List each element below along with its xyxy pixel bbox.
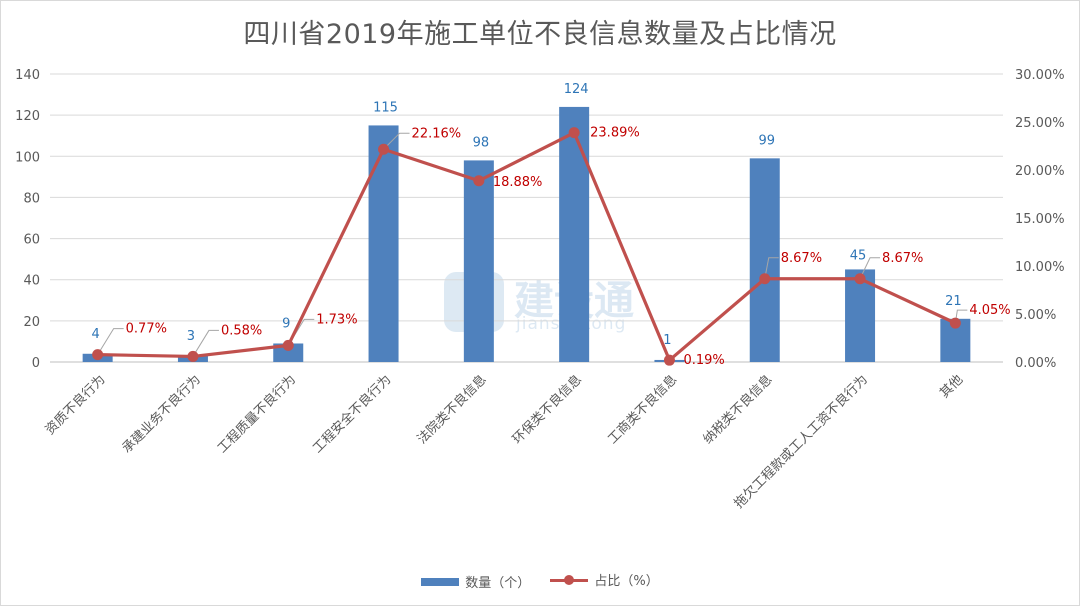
x-tick-label: 承建业务不良行为 bbox=[119, 372, 204, 457]
bar-value-label: 98 bbox=[473, 135, 490, 150]
ratio-value-label: 0.58% bbox=[221, 323, 262, 338]
bar-value-label: 115 bbox=[373, 100, 398, 115]
bar[interactable] bbox=[559, 106, 590, 363]
bar[interactable] bbox=[368, 125, 399, 362]
label-leader bbox=[97, 328, 124, 355]
ratio-point[interactable] bbox=[949, 317, 961, 329]
x-tick-label: 法院类不良信息 bbox=[414, 372, 490, 448]
legend: 数量（个） 占比（%） bbox=[0, 570, 1080, 591]
x-tick-label: 工程安全不良行为 bbox=[310, 372, 395, 457]
ratio-value-label: 18.88% bbox=[493, 175, 543, 190]
ratio-point[interactable] bbox=[568, 127, 580, 139]
line-data-labels: 0.77% 0.58% 1.73% 22.16% 18.88% 23.89% 0.19% 8.… bbox=[126, 126, 1011, 369]
ratio-point[interactable] bbox=[92, 349, 104, 361]
bar-value-label: 124 bbox=[564, 82, 589, 97]
x-tick-label: 工程质量不良行为 bbox=[214, 372, 299, 457]
y-left-tick-label: 60 bbox=[23, 233, 40, 248]
label-leader bbox=[287, 318, 315, 346]
line-series bbox=[92, 127, 961, 366]
ratio-value-label: 22.16% bbox=[412, 126, 462, 141]
legend-bar-swatch bbox=[421, 577, 460, 586]
y-left-tick-label: 20 bbox=[23, 315, 40, 330]
ratio-value-label: 0.77% bbox=[126, 322, 167, 337]
ratio-point[interactable] bbox=[187, 350, 199, 362]
bar[interactable] bbox=[749, 158, 780, 362]
bar-series bbox=[82, 106, 971, 363]
ratio-point[interactable] bbox=[854, 273, 866, 285]
y-left-tick-label: 0 bbox=[32, 356, 40, 371]
y-right-tick-label: 30.00% bbox=[1015, 68, 1065, 83]
y-left-tick-label: 140 bbox=[15, 68, 40, 83]
legend-label-ratio: 占比（%） bbox=[594, 574, 659, 589]
y-right-tick-label: 5.00% bbox=[1015, 308, 1056, 323]
ratio-point[interactable] bbox=[378, 143, 390, 155]
label-leader bbox=[859, 257, 881, 279]
ratio-value-label: 1.73% bbox=[316, 312, 357, 327]
y-right-tick-label: 10.00% bbox=[1015, 260, 1065, 275]
legend-line-swatch bbox=[550, 574, 589, 586]
bar-value-label: 1 bbox=[663, 333, 671, 348]
bar-value-label: 9 bbox=[282, 316, 290, 331]
y-right-tick-label: 20.00% bbox=[1015, 164, 1065, 179]
bar[interactable] bbox=[463, 160, 494, 362]
y-right-tick-label: 25.00% bbox=[1015, 116, 1065, 131]
ratio-point[interactable] bbox=[759, 273, 771, 285]
bar-data-labels: 4 3 9 115 98 124 1 99 45 21 bbox=[92, 82, 962, 348]
y-left-tick-label: 120 bbox=[15, 109, 40, 124]
y-axis-right: 0.00% 5.00% 10.00% 15.00% 20.00% 25.00% 30.00% bbox=[1015, 68, 1065, 371]
bar-value-label: 4 bbox=[92, 327, 100, 342]
bar-value-label: 45 bbox=[850, 248, 867, 263]
bar-value-label: 21 bbox=[945, 294, 962, 309]
bar-value-label: 99 bbox=[758, 133, 775, 148]
x-tick-label: 纳税类不良信息 bbox=[700, 372, 776, 448]
ratio-line bbox=[97, 131, 957, 362]
x-tick-label: 资质不良行为 bbox=[42, 372, 108, 438]
label-leader bbox=[192, 329, 219, 357]
label-leader bbox=[764, 257, 779, 279]
x-tick-label: 工商类不良信息 bbox=[605, 372, 681, 448]
ratio-point[interactable] bbox=[663, 354, 675, 366]
label-leader bbox=[383, 132, 410, 150]
ratio-value-label: 23.89% bbox=[590, 126, 640, 141]
bar[interactable] bbox=[273, 343, 304, 362]
ratio-value-label: 0.19% bbox=[683, 353, 724, 368]
bar-value-label: 3 bbox=[187, 329, 195, 344]
ratio-point[interactable] bbox=[473, 175, 485, 187]
ratio-value-label: 8.67% bbox=[882, 251, 923, 266]
chart-title: 四川省2019年施工单位不良信息数量及占比情况 bbox=[243, 19, 837, 50]
y-left-tick-label: 80 bbox=[23, 191, 40, 206]
legend-label-count: 数量（个） bbox=[465, 576, 531, 591]
y-right-tick-label: 15.00% bbox=[1015, 212, 1065, 227]
y-left-tick-label: 40 bbox=[23, 274, 40, 289]
y-axis-left: 0 20 40 60 80 100 120 140 bbox=[15, 68, 40, 371]
y-right-tick-label: 0.00% bbox=[1015, 356, 1056, 371]
y-left-tick-label: 100 bbox=[15, 150, 40, 165]
ratio-value-label: 8.67% bbox=[781, 251, 822, 266]
x-tick-label: 其他 bbox=[937, 372, 966, 401]
x-axis: 资质不良行为 承建业务不良行为 工程质量不良行为 工程安全不良行为 法院类不良信息 环保类… bbox=[42, 372, 966, 512]
x-tick-label: 环保类不良信息 bbox=[509, 372, 585, 448]
ratio-value-label: 4.05% bbox=[969, 303, 1010, 318]
ratio-point[interactable] bbox=[282, 339, 294, 351]
legend-item-ratio[interactable]: 占比（%） bbox=[550, 570, 659, 589]
legend-item-count[interactable]: 数量（个） bbox=[421, 572, 530, 591]
